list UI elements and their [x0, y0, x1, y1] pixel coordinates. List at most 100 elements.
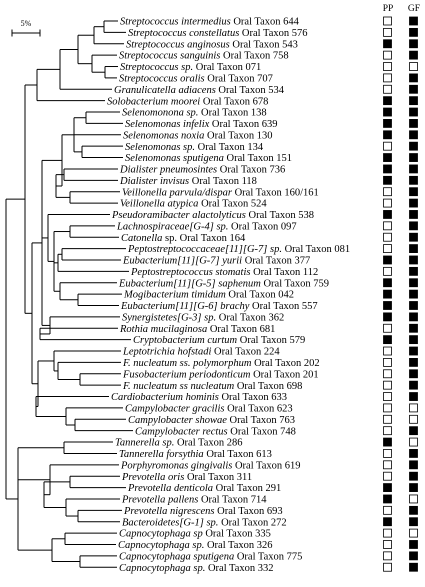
scale-bar: 5%: [11, 19, 41, 37]
pp-presence-cell: [383, 107, 392, 117]
gf-presence-cell: [409, 437, 418, 447]
pp-presence-cell: [383, 562, 392, 572]
gf-presence-cell: [409, 175, 418, 185]
pp-presence-cell: [383, 426, 392, 436]
taxon-label: Cardiobacterium hominis Oral Taxon 633: [111, 392, 287, 403]
taxon-oral-number: Oral Taxon 201: [250, 369, 318, 380]
pp-presence-cell: [383, 403, 392, 413]
pp-presence-cell: [383, 323, 392, 333]
pp-presence-cell: [383, 301, 392, 310]
pp-presence-cell: [383, 96, 392, 106]
taxon-oral-number: Oral Taxon 633: [219, 392, 287, 403]
taxon-oral-number: Oral Taxon 377: [242, 256, 310, 267]
gf-presence-cell: [409, 62, 418, 71]
taxon-name: Granulicatella adiacens: [114, 85, 216, 96]
gf-presence-cell: [409, 244, 418, 254]
taxon-oral-number: Oral Taxon 134: [195, 142, 264, 153]
pp-presence-cell: [383, 84, 392, 94]
taxon-oral-number: Oral Taxon 362: [216, 312, 284, 323]
taxon-label: Campylobacter rectus Oral Taxon 748: [135, 426, 296, 437]
pp-presence-cell: [383, 278, 392, 288]
gf-presence-cell: [409, 323, 418, 333]
gf-presence-cell: [409, 471, 418, 481]
taxon-label: Mogibacterium timidum Oral Taxon 042: [123, 290, 294, 301]
gf-presence-cell: [409, 449, 418, 458]
taxon-name: Selenomonas infelix: [125, 119, 210, 130]
gf-presence-cell: [409, 221, 418, 231]
taxon-oral-number: Oral Taxon 160/161: [232, 187, 319, 198]
taxon-label: Veillonella parvula/dispar Oral Taxon 16…: [122, 187, 319, 198]
pp-presence-cell: [383, 164, 392, 174]
taxon-oral-number: Oral Taxon 758: [220, 51, 288, 62]
taxon-oral-number: Oral Taxon 698: [234, 381, 302, 392]
taxon-label: Tannerella sp. Oral Taxon 286: [115, 438, 243, 449]
taxon-name: Selenomonas sputigena: [125, 153, 224, 164]
pp-presence-cell: [383, 27, 392, 37]
taxon-name: Capnocytophaga sp.: [119, 563, 205, 574]
taxon-label: Eubacterium[11][G-6] brachy Oral Taxon 5…: [120, 301, 318, 312]
taxon-name: Eubacterium[11][G-5] saphenum: [118, 278, 261, 289]
pp-presence-cell: [383, 119, 392, 128]
taxon-label: Pseudoramibacter alactolyticus Oral Taxo…: [111, 210, 314, 221]
taxon-name: Dialister invisus: [119, 176, 189, 187]
taxon-name: Capnocytophaga sp: [119, 529, 203, 540]
pp-presence-cell: [383, 414, 392, 424]
taxon-name: Streptococcus sanguinis: [119, 51, 220, 62]
gf-presence-cell: [409, 551, 418, 561]
taxon-label: Campylobacter gracilis Oral Taxon 623: [125, 404, 293, 415]
pp-presence-cell: [383, 517, 392, 527]
taxon-label: F. nucleatum ss. polymorphum Oral Taxon …: [122, 358, 320, 369]
taxon-oral-number: Oral Taxon 579: [237, 335, 305, 346]
taxon-name: Cardiobacterium hominis: [111, 392, 219, 403]
taxon-oral-number: Oral Taxon 775: [234, 551, 302, 562]
taxon-label: Capnocytophaga sp. Oral Taxon 332: [119, 563, 274, 574]
gf-presence-cell: [409, 460, 418, 470]
pp-presence-cell: [383, 266, 392, 276]
pp-presence-cell: [383, 346, 392, 356]
column-header-pp: PP: [383, 4, 394, 14]
pp-presence-cell: [383, 380, 392, 390]
taxon-oral-number: Oral Taxon 326: [204, 540, 272, 551]
taxon-label: Eubacterium[11][G-7] yurii Oral Taxon 37…: [122, 256, 310, 267]
taxon-label: Capnocytophaga sp Oral Taxon 335: [119, 529, 271, 540]
taxon-label: Prevotella denticola Oral Taxon 291: [127, 483, 281, 494]
pp-presence-cell: [383, 449, 392, 458]
pp-presence-cell: [383, 483, 392, 492]
taxon-label: Selenomonas sputigena Oral Taxon 151: [125, 153, 292, 164]
pp-presence-cell: [383, 232, 392, 242]
taxon-oral-number: Oral Taxon 543: [230, 39, 298, 50]
taxon-label: Streptococcus constellatus Oral Taxon 57…: [128, 28, 307, 39]
taxon-name: Streptococcus sp.: [120, 62, 193, 73]
taxon-name: Catonella: [121, 233, 162, 244]
pp-presence-cell: [383, 187, 392, 197]
pp-presence-cell: [383, 312, 392, 322]
gf-presence-cell: [409, 335, 418, 345]
gf-presence-cell: [409, 357, 418, 367]
taxon-label: Prevotella oris Oral Taxon 311: [121, 472, 252, 483]
pp-presence-cell: [383, 528, 392, 538]
taxon-oral-number: Oral Taxon 748: [228, 426, 296, 437]
pp-presence-cell: [383, 198, 392, 208]
taxon-label: Peptostreptococcus stomatis Oral Taxon 1…: [130, 267, 318, 278]
taxon-name: Tannerella sp.: [115, 438, 174, 449]
taxon-name: Peptostreptococcaceae[11][G-7] sp.: [127, 244, 282, 255]
taxon-oral-number: Oral Taxon 071: [193, 62, 261, 73]
taxon-oral-number: Oral Taxon 202: [251, 358, 319, 369]
taxon-name: Selenomonas sp.: [125, 142, 195, 153]
taxon-label: Streptococcus anginosus Oral Taxon 543: [126, 39, 298, 50]
taxon-label: Fusobacterium periodonticum Oral Taxon 2…: [122, 369, 319, 380]
gf-presence-cell: [409, 562, 418, 572]
taxon-oral-number: Oral Taxon 623: [224, 404, 292, 415]
taxon-name: Prevotella oris: [121, 472, 184, 483]
taxon-name: Campylobacter showae: [128, 415, 227, 426]
gf-presence-cell: [409, 494, 418, 504]
taxon-name: Pseudoramibacter alactolyticus: [111, 210, 246, 221]
gf-presence-cell: [409, 301, 418, 310]
taxon-oral-number: Oral Taxon 763: [227, 415, 295, 426]
gf-presence-cell: [409, 403, 418, 413]
gf-presence-cell: [409, 119, 418, 128]
taxon-oral-number: Oral Taxon 335: [203, 529, 271, 540]
gf-presence-cell: [409, 517, 418, 527]
taxon-oral-number: Oral Taxon 524: [198, 199, 267, 210]
gf-presence-cell: [409, 84, 418, 94]
